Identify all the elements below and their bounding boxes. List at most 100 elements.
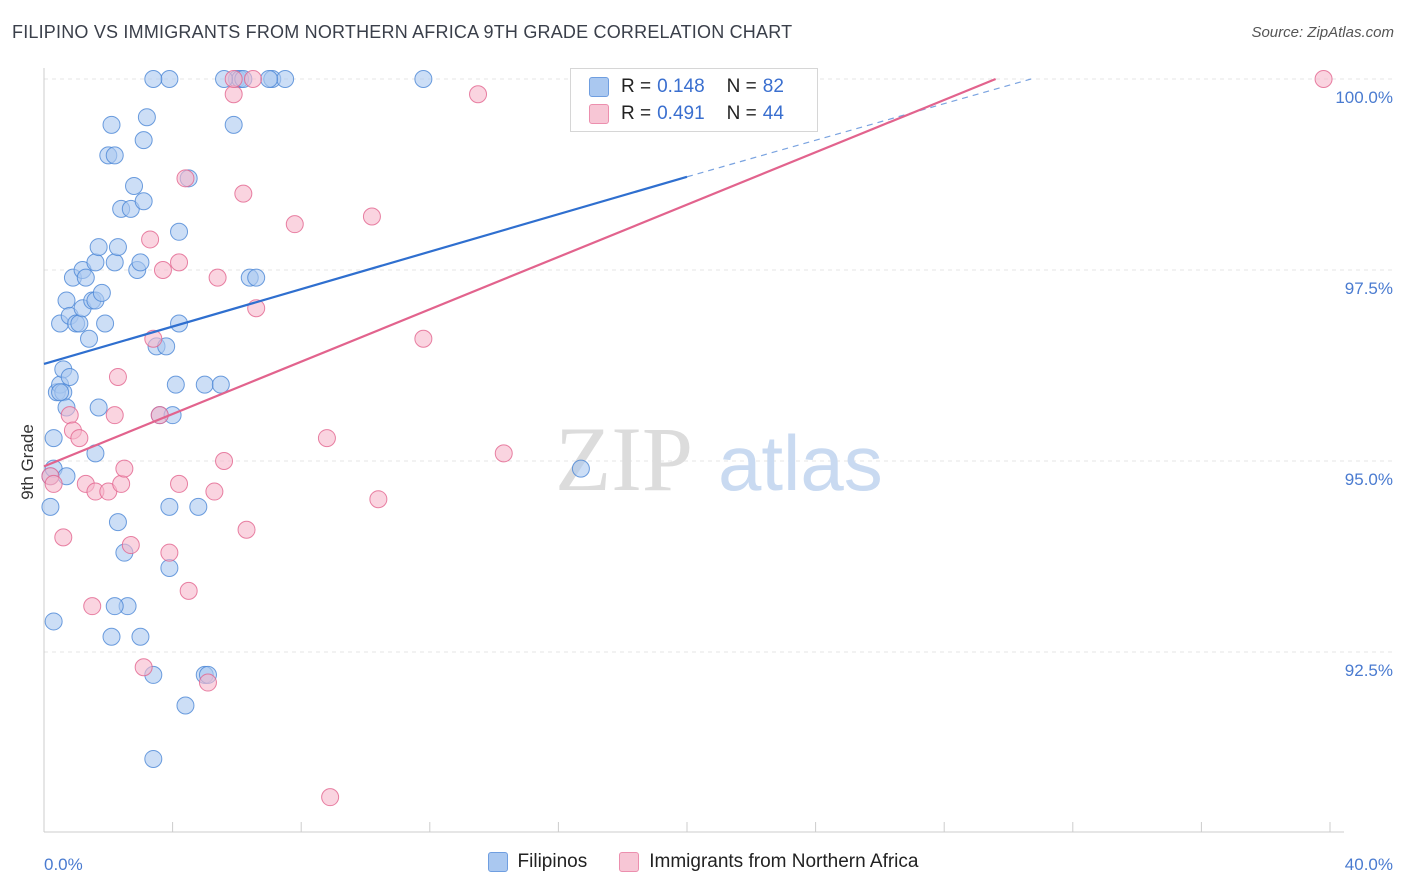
trend-line-northern-africa bbox=[43, 77, 997, 468]
data-point bbox=[105, 406, 124, 425]
data-point bbox=[105, 253, 124, 272]
legend-label-northern-africa: Immigrants from Northern Africa bbox=[649, 851, 919, 872]
grid-lines bbox=[44, 78, 1392, 653]
data-point bbox=[494, 444, 513, 463]
data-point bbox=[321, 788, 340, 807]
data-point bbox=[102, 115, 121, 134]
legend-swatch-pink bbox=[619, 852, 640, 872]
data-point bbox=[108, 367, 127, 386]
legend-row-northern-africa: R = 0.491 N = 44 bbox=[589, 102, 784, 126]
data-point bbox=[205, 482, 224, 501]
series-northern-africa bbox=[41, 70, 1333, 807]
data-point bbox=[134, 658, 153, 677]
data-point bbox=[144, 749, 163, 768]
data-point bbox=[86, 253, 105, 272]
legend-label-filipinos: Filipinos bbox=[517, 851, 588, 872]
series-legend: Filipinos Immigrants from Northern Afric… bbox=[0, 851, 1406, 873]
legend-item-northern-africa: Immigrants from Northern Africa bbox=[619, 851, 918, 873]
data-point bbox=[76, 268, 95, 287]
y-axis-label: 9th Grade bbox=[18, 424, 37, 500]
series-filipinos bbox=[41, 70, 590, 768]
x-ticks bbox=[43, 822, 1331, 832]
data-point bbox=[105, 146, 124, 165]
data-point bbox=[134, 131, 153, 150]
legend-r-label: R = bbox=[621, 76, 652, 97]
data-point bbox=[160, 70, 179, 88]
y-tick-label: 95.0% bbox=[1345, 470, 1393, 489]
data-point bbox=[189, 497, 208, 516]
data-point bbox=[170, 314, 189, 333]
legend-swatch-pink bbox=[589, 104, 609, 124]
y-tick-label: 97.5% bbox=[1345, 279, 1393, 298]
data-point bbox=[469, 85, 488, 104]
data-point bbox=[105, 597, 124, 616]
legend-n-label: N = bbox=[726, 103, 757, 124]
trend-line-filipinos-extension bbox=[686, 78, 1032, 178]
data-point bbox=[224, 85, 243, 104]
watermark: ZIP atlas bbox=[555, 408, 883, 510]
data-point bbox=[44, 429, 63, 448]
data-point bbox=[121, 536, 140, 555]
data-point bbox=[80, 329, 99, 348]
data-point bbox=[414, 70, 433, 88]
legend-row-filipinos: R = 0.148 N = 82 bbox=[589, 75, 784, 99]
data-point bbox=[144, 70, 163, 88]
data-point bbox=[108, 238, 127, 257]
trend-lines bbox=[43, 77, 1032, 468]
data-point bbox=[141, 230, 160, 249]
data-point bbox=[108, 513, 127, 532]
watermark-zip: ZIP bbox=[555, 408, 693, 510]
data-point bbox=[176, 169, 195, 188]
data-point bbox=[170, 222, 189, 241]
data-point bbox=[89, 238, 108, 257]
data-point bbox=[134, 192, 153, 211]
data-point bbox=[198, 673, 217, 692]
data-point bbox=[224, 115, 243, 134]
data-point bbox=[60, 406, 79, 425]
watermark-atlas: atlas bbox=[718, 419, 883, 507]
data-point bbox=[170, 474, 189, 493]
data-point bbox=[153, 261, 172, 279]
data-point bbox=[96, 314, 115, 333]
data-point bbox=[208, 268, 227, 287]
legend-item-filipinos: Filipinos bbox=[487, 851, 588, 873]
data-point bbox=[125, 176, 144, 195]
data-point bbox=[54, 528, 73, 547]
data-point bbox=[362, 207, 381, 226]
data-point bbox=[70, 314, 89, 333]
legend-n-label: N = bbox=[726, 76, 757, 97]
axes bbox=[43, 68, 1344, 833]
data-point bbox=[131, 627, 150, 646]
data-point bbox=[571, 459, 590, 478]
data-point bbox=[243, 70, 262, 88]
data-point bbox=[131, 253, 150, 272]
data-point bbox=[102, 627, 121, 646]
data-point bbox=[237, 520, 256, 539]
data-point bbox=[234, 184, 253, 203]
x-tick-label-min: 0.0% bbox=[44, 855, 83, 874]
data-point bbox=[215, 452, 234, 470]
data-point bbox=[160, 558, 179, 577]
data-point bbox=[44, 612, 63, 631]
data-point bbox=[160, 543, 179, 562]
data-point bbox=[41, 497, 60, 516]
data-point bbox=[317, 429, 336, 448]
correlation-legend: R = 0.148 N = 82 R = 0.491 N = 44 bbox=[570, 68, 818, 132]
legend-r-value: 0.491 bbox=[657, 103, 705, 124]
data-point bbox=[285, 215, 304, 234]
data-point bbox=[247, 268, 266, 287]
y-tick-label: 92.5% bbox=[1345, 661, 1393, 680]
data-point bbox=[115, 459, 134, 478]
legend-swatch-blue bbox=[589, 77, 609, 97]
data-point bbox=[211, 375, 230, 394]
data-point bbox=[166, 375, 185, 394]
data-point bbox=[112, 474, 131, 493]
chart-title: FILIPINO VS IMMIGRANTS FROM NORTHERN AFR… bbox=[12, 22, 793, 42]
data-point bbox=[1314, 70, 1333, 88]
data-point bbox=[89, 398, 108, 417]
legend-n-value: 44 bbox=[762, 103, 784, 124]
trend-line-filipinos bbox=[43, 175, 688, 366]
data-point bbox=[224, 70, 243, 88]
y-tick-label: 100.0% bbox=[1335, 88, 1393, 107]
